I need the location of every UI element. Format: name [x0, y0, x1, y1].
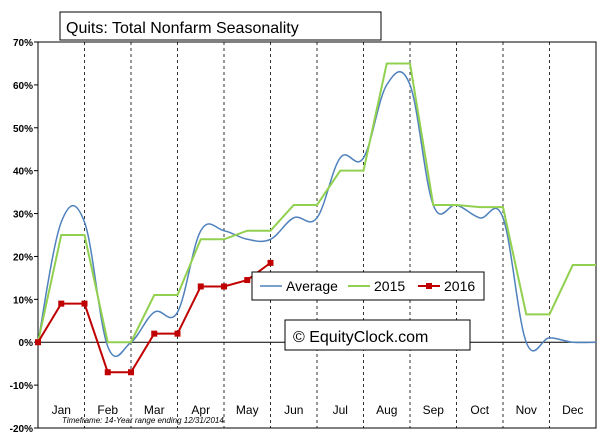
x-tick-label-dec: Dec: [562, 403, 583, 417]
data-point-2016-8: [221, 283, 227, 290]
data-point-2016-2: [81, 300, 88, 307]
legend-marker-2016: [426, 283, 432, 289]
y-tick-label-2: 0%: [19, 338, 34, 349]
data-point-2016-1: [58, 300, 65, 307]
plot-area-border: [37, 41, 597, 429]
y-tick-label-0: -20%: [10, 424, 33, 435]
chart-title: Quits: Total Nonfarm Seasonality: [66, 20, 299, 37]
y-tick-label-5: 30%: [13, 210, 33, 221]
legend-label-2015: 2015: [374, 278, 405, 294]
y-tick-label-1: -10%: [10, 381, 33, 392]
title-box-border: [59, 11, 382, 41]
data-point-2016-7: [197, 283, 204, 290]
y-tick-label-7: 50%: [13, 124, 33, 135]
x-tick-label-jul: Jul: [333, 403, 348, 417]
legend-box: Average 2015 2016: [251, 271, 485, 301]
x-tick-label-feb: Feb: [97, 403, 118, 417]
y-tick-label-6: 40%: [13, 167, 33, 178]
x-tick-label-mar: Mar: [144, 403, 165, 417]
legend-label-average: Average: [286, 278, 338, 294]
x-tick-label-sep: Sep: [423, 403, 445, 417]
y-tick-label-3: 10%: [13, 295, 33, 306]
y-tick-label-9: 70%: [13, 38, 33, 49]
x-tick-label-jun: Jun: [284, 403, 303, 417]
x-tick-label-oct: Oct: [470, 403, 489, 417]
footnote-text: Timeframe: 14-Year range ending 12/31/20…: [62, 416, 224, 425]
x-tick-label-nov: Nov: [516, 403, 537, 417]
watermark-box: © EquityClock.com: [284, 319, 471, 351]
data-point-2016-0: [35, 339, 41, 346]
watermark-box-border: [284, 319, 471, 351]
series-line-average: [37, 71, 597, 358]
data-point-2016-3: [104, 369, 111, 376]
x-tick-label-aug: Aug: [376, 403, 397, 417]
x-tick-label-jan: Jan: [52, 403, 71, 417]
watermark-text: © EquityClock.com: [293, 329, 428, 346]
legend-label-2016: 2016: [444, 278, 475, 294]
y-tick-label-4: 20%: [13, 252, 33, 263]
data-point-2016-4: [128, 369, 134, 376]
x-tick-label-apr: Apr: [191, 403, 210, 417]
data-point-2016-5: [151, 330, 158, 337]
data-point-2016-10: [267, 259, 274, 266]
data-point-2016-6: [174, 330, 181, 337]
y-tick-label-8: 60%: [13, 81, 33, 92]
series-layer: [35, 62, 597, 376]
data-point-2016-9: [244, 277, 251, 284]
x-tick-label-may: May: [236, 403, 259, 417]
series-line-2015: [37, 62, 596, 344]
title-box: Quits: Total Nonfarm Seasonality: [59, 11, 382, 41]
